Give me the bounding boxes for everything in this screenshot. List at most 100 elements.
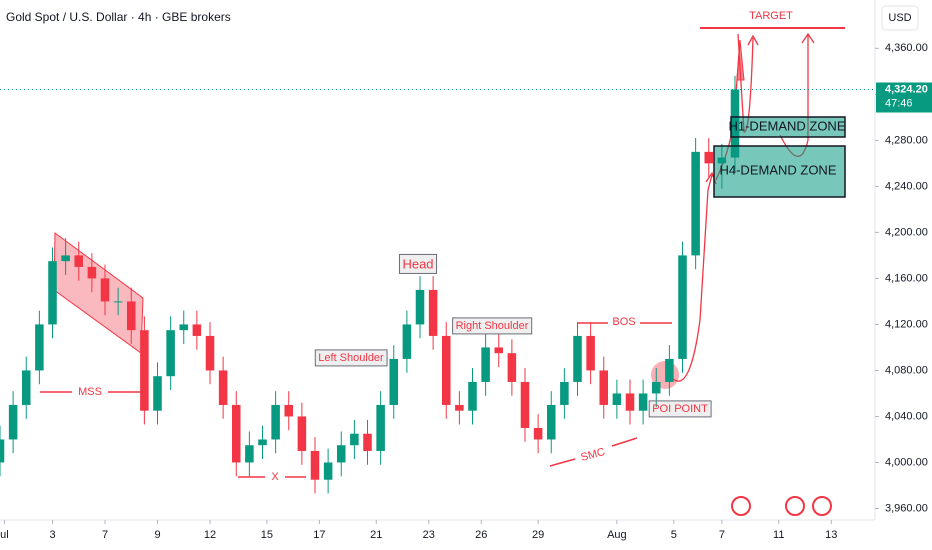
candle-body: [179, 324, 189, 331]
demand-zone: [713, 145, 846, 198]
y-tick-label: 4,360.00: [885, 42, 928, 54]
y-tick-label: 4,000.00: [885, 456, 928, 468]
candle-body: [638, 393, 648, 411]
candle-body: [533, 427, 543, 440]
candle-body: [166, 330, 175, 377]
candle-body: [573, 335, 582, 382]
candle-body: [113, 301, 123, 303]
candle-body: [153, 376, 162, 411]
candle-body: [323, 462, 333, 480]
candle-body: [271, 404, 280, 440]
x-tick-label: 9: [154, 529, 160, 541]
y-tick-label: 4,280.00: [885, 134, 928, 146]
event-icon[interactable]: [731, 496, 751, 516]
candle-body: [231, 404, 241, 463]
annotation: POI POINT: [652, 403, 708, 415]
x-tick-label: 21: [370, 529, 382, 541]
y-tick-label: 3,960.00: [885, 502, 928, 514]
annotation: Left Shoulder: [318, 352, 384, 364]
event-icon[interactable]: [785, 496, 805, 516]
arrow-head: [747, 34, 759, 46]
candle-body: [100, 278, 110, 302]
candle-body: [612, 393, 622, 405]
candle-body: [389, 358, 399, 405]
x-tick-label: 26: [475, 529, 487, 541]
candle-body: [625, 393, 635, 411]
y-tick-label: 4,160.00: [885, 272, 928, 284]
y-tick-label: 4,240.00: [885, 180, 928, 192]
candle-body: [402, 324, 412, 359]
y-tick-label: 4,040.00: [885, 410, 928, 422]
candle-body: [704, 151, 714, 164]
smc-line: [611, 437, 638, 447]
event-icon[interactable]: [812, 496, 832, 516]
candle-body: [599, 370, 609, 405]
annotation-box: [452, 317, 533, 335]
x-tick-label: 11: [773, 529, 784, 541]
annotation: TARGET: [749, 10, 793, 22]
candle-body: [468, 381, 477, 411]
candle-body: [205, 335, 215, 371]
candle-body: [74, 255, 84, 267]
annotation: X: [271, 471, 279, 483]
x-tick-label: ul: [0, 529, 9, 541]
arrow-head: [801, 32, 815, 44]
currency-button[interactable]: [881, 5, 919, 31]
x-tick-label: 12: [204, 529, 216, 541]
candle-body: [691, 151, 700, 256]
candle-body: [21, 370, 31, 405]
annotation-box: [398, 253, 438, 274]
candle-body: [310, 450, 320, 480]
candle-body: [245, 445, 254, 463]
annotation: Head: [402, 256, 433, 271]
x-tick-label: 13: [825, 529, 837, 541]
candle-body: [586, 335, 595, 371]
candle-body: [455, 404, 464, 411]
candle-body: [678, 255, 687, 359]
candle-body: [8, 404, 18, 440]
y-tick-label: 4,120.00: [885, 318, 928, 330]
annotation: MSS: [78, 386, 102, 398]
candle-body: [218, 370, 228, 405]
x-tick-label: 29: [532, 529, 544, 541]
candle-body: [336, 445, 346, 463]
x-tick-label: 17: [313, 529, 325, 541]
x-tick-label: 3: [49, 529, 55, 541]
candle-body: [0, 439, 5, 463]
current-price-label: 4,324.20: [885, 83, 928, 95]
y-tick-label: 4,200.00: [885, 226, 928, 238]
annotation-box: [648, 400, 712, 418]
x-tick-label: 23: [423, 529, 435, 541]
candle-body: [507, 353, 517, 382]
smc-line: [549, 458, 576, 467]
candle-body: [494, 347, 504, 354]
candle-body: [441, 335, 451, 405]
candle-body: [651, 381, 661, 394]
candle-body: [126, 301, 136, 331]
candle-body: [350, 433, 359, 446]
projection-arrow: [671, 174, 713, 382]
y-tick-label: 4,080.00: [885, 364, 928, 376]
candle-body: [258, 439, 267, 446]
candle-body: [520, 381, 530, 428]
candle-body: [481, 347, 490, 382]
candle-body: [546, 404, 556, 440]
candle-body: [363, 433, 372, 451]
candle-body: [192, 324, 202, 336]
event-icons: [731, 496, 832, 516]
candle-body: [665, 358, 674, 382]
currency: USD: [888, 12, 911, 24]
candle-body: [61, 255, 70, 262]
current-price-box: [876, 82, 932, 113]
candle-body: [284, 404, 294, 417]
candle-body: [297, 416, 307, 451]
x-tick-label: 15: [261, 529, 273, 541]
annotation: H1-DEMAND ZONE: [728, 118, 845, 133]
x-tick-label: 7: [719, 529, 725, 541]
candle-body: [35, 324, 44, 371]
candle-body: [428, 289, 438, 336]
x-tick-label: 7: [102, 529, 108, 541]
demand-zone: [730, 116, 846, 138]
countdown: 47:46: [885, 97, 913, 109]
